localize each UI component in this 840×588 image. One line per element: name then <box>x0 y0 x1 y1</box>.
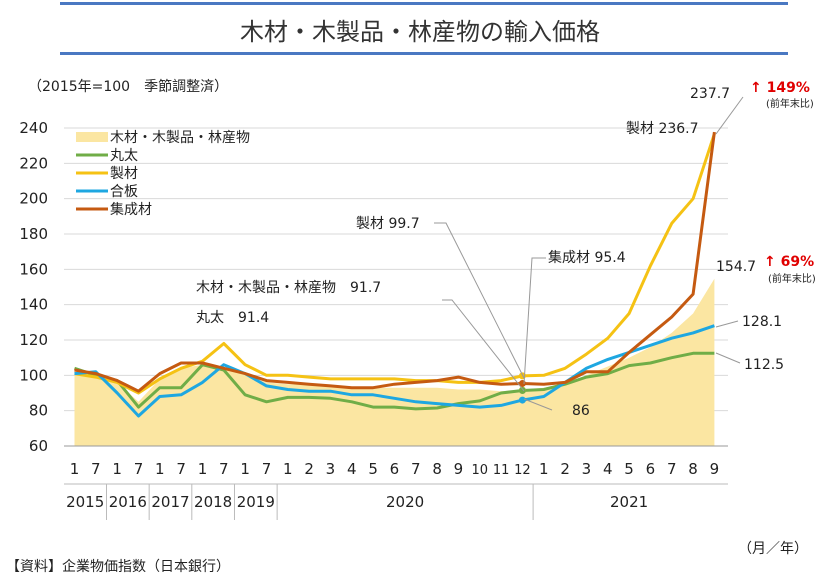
label-maruta-dec: 丸太 91.4 <box>196 310 269 326</box>
x-tick-label: 7 <box>134 460 144 478</box>
legend-swatch <box>76 132 108 142</box>
year-label: 2019 <box>237 493 275 511</box>
x-tick-label: 9 <box>454 460 464 478</box>
label-goban-dec: 86 <box>572 403 590 419</box>
y-axis-ticks: 60 80 100 120 140 160 180 200 220 240 <box>19 119 48 455</box>
label-mokuzai-end-change: ↑ 69% <box>764 254 814 270</box>
legend-label: 製材 <box>110 166 138 182</box>
year-label: 2016 <box>109 493 147 511</box>
year-label: 2015 <box>66 493 104 511</box>
x-tick-label: 1 <box>155 460 165 478</box>
y-tick-label: 160 <box>19 260 48 278</box>
x-tick-label: 1 <box>539 460 549 478</box>
label-seizai-peak: 237.7 <box>690 86 730 102</box>
y-tick-label: 140 <box>19 296 48 314</box>
label-seizai-peak-note: (前年末比) <box>766 97 814 110</box>
unit-note: （2015年=100 季節調整済） <box>28 79 229 95</box>
leader-maruta-end <box>715 352 741 364</box>
area-series <box>74 278 715 446</box>
year-label: 2018 <box>194 493 232 511</box>
y-tick-label: 100 <box>19 366 48 384</box>
x-tick-label: 9 <box>710 460 720 478</box>
x-tick-label: 8 <box>688 460 698 478</box>
chart-title: 木材・木製品・林産物の輸入価格 <box>240 18 600 46</box>
x-tick-label: 3 <box>326 460 336 478</box>
x-tick-label: 7 <box>411 460 421 478</box>
x-tick-label: 1 <box>112 460 122 478</box>
leader-mokuzai-dec <box>442 299 525 392</box>
x-tick-label: 4 <box>603 460 613 478</box>
leader-goban-end <box>715 320 739 328</box>
x-tick-label: 2 <box>560 460 570 478</box>
annotation-leaders <box>434 96 744 411</box>
label-maruta-end: 112.5 <box>744 357 784 373</box>
title-rule-bottom <box>60 52 788 55</box>
x-tick-label: 7 <box>91 460 101 478</box>
area-mokuzai <box>74 278 715 446</box>
leader-seizai-dec <box>434 222 525 379</box>
year-label: 2017 <box>151 493 189 511</box>
y-tick-label: 80 <box>29 402 48 420</box>
y-tick-label: 180 <box>19 225 48 243</box>
x-tick-label: 11 <box>493 463 510 478</box>
line-series <box>74 131 716 418</box>
x-tick-label: 6 <box>390 460 400 478</box>
label-mokuzai-end-note: (前年末比) <box>768 272 816 285</box>
y-tick-label: 60 <box>29 437 48 455</box>
y-tick-label: 240 <box>19 119 48 137</box>
series-line-2 <box>74 324 715 418</box>
label-goban-end: 128.1 <box>742 314 782 330</box>
x-tick-label: 1 <box>240 460 250 478</box>
x-tick-label: 10 <box>471 463 488 478</box>
leader-goban-dec <box>523 398 553 411</box>
series-line-1 <box>74 133 716 395</box>
label-seizai-end: 製材 236.7 <box>626 121 699 137</box>
series-line-3 <box>74 131 716 393</box>
year-label: 2021 <box>610 493 648 511</box>
marker-dec-2020-1 <box>518 387 526 395</box>
x-tick-label: 7 <box>219 460 229 478</box>
x-axis-unit: （月／年） <box>738 541 808 557</box>
leader-seizai-peak <box>715 96 744 135</box>
source-note: 【資料】企業物価指数（日本銀行） <box>6 559 230 575</box>
marker-dec-2020-3 <box>518 396 526 404</box>
legend-label: 丸太 <box>110 148 138 164</box>
x-tick-label: 5 <box>368 460 378 478</box>
series-line-0 <box>74 351 715 411</box>
x-tick-label: 7 <box>667 460 677 478</box>
x-tick-label: 8 <box>432 460 442 478</box>
legend-label: 集成材 <box>110 201 152 218</box>
x-tick-label: 12 <box>514 463 531 478</box>
x-tick-label: 2 <box>304 460 314 478</box>
x-tick-label: 1 <box>283 460 293 478</box>
legend-label: 木材・木製品・林産物 <box>110 130 250 146</box>
x-tick-label: 1 <box>70 460 80 478</box>
y-tick-label: 120 <box>19 331 48 349</box>
x-tick-label: 6 <box>646 460 656 478</box>
y-tick-label: 220 <box>19 154 48 172</box>
legend-label: 合板 <box>110 184 138 200</box>
label-mokuzai-end: 154.7 <box>716 259 756 275</box>
label-seizai-dec: 製材 99.7 <box>356 216 420 232</box>
x-tick-label: 3 <box>582 460 592 478</box>
x-tick-label: 1 <box>198 460 208 478</box>
leader-shuseizai-dec <box>523 257 546 385</box>
y-tick-label: 200 <box>19 190 48 208</box>
year-label: 2020 <box>386 493 424 511</box>
label-shuseizai-dec: 集成材 95.4 <box>548 249 626 266</box>
x-tick-label: 7 <box>176 460 186 478</box>
x-tick-label: 4 <box>347 460 357 478</box>
x-tick-label: 7 <box>262 460 272 478</box>
label-mokuzai-dec: 木材・木製品・林産物 91.7 <box>196 280 381 296</box>
label-seizai-peak-change: ↑ 149% <box>750 80 810 96</box>
title-rule-top <box>60 2 788 5</box>
x-tick-label: 5 <box>624 460 634 478</box>
